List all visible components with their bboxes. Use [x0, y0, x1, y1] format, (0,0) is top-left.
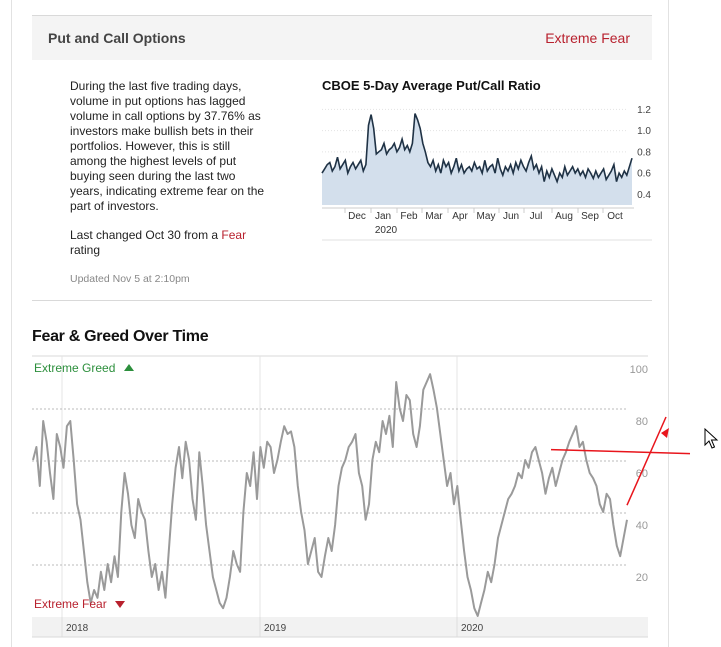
annotation-horizontal-line [550, 448, 691, 455]
y-tick-label: 0.6 [637, 169, 651, 180]
x-tick-label: 2020 [461, 623, 484, 634]
year-label: 2020 [375, 225, 398, 236]
y-tick-label: 1.2 [637, 105, 651, 116]
annotation-arrow-line [626, 416, 667, 506]
x-tick-label: Jun [503, 211, 519, 222]
x-tick-label: Jul [530, 211, 543, 222]
x-tick-label: 2018 [66, 623, 89, 634]
extreme-greed-label: Extreme Greed [34, 361, 115, 375]
x-tick-label: Apr [452, 211, 468, 222]
top-divider [32, 15, 652, 16]
fear-greed-title: Fear & Greed Over Time [32, 328, 209, 345]
previous-rating-link[interactable]: Fear [221, 228, 247, 242]
arrowhead-icon [661, 428, 669, 438]
extreme-fear-label: Extreme Fear [34, 597, 107, 611]
triangle-down-icon [115, 601, 125, 608]
last-changed-suffix: rating [70, 243, 101, 257]
y-tick-label: 100 [630, 364, 648, 376]
y-tick-label: 40 [636, 520, 648, 532]
last-changed-text: Last changed Oct 30 from a Fear rating [70, 228, 265, 258]
mouse-cursor-icon [704, 427, 719, 449]
section-divider [32, 300, 652, 301]
y-tick-label: 80 [636, 416, 648, 428]
x-tick-label: Feb [400, 211, 418, 222]
y-tick-label: 0.4 [637, 190, 651, 201]
x-tick-label: Aug [555, 211, 573, 222]
card-title: Put and Call Options [48, 30, 186, 46]
x-tick-label: Oct [607, 211, 623, 222]
status-badge: Extreme Fear [545, 30, 630, 46]
triangle-up-icon [124, 364, 134, 371]
x-tick-label: Jan [375, 211, 391, 222]
y-tick-label: 1.0 [637, 126, 651, 137]
y-tick-label: 20 [636, 572, 648, 584]
x-axis-band [32, 617, 648, 637]
series-line [321, 113, 633, 184]
x-tick-label: Mar [425, 211, 443, 222]
put-call-chart-title: CBOE 5-Day Average Put/Call Ratio [322, 78, 541, 93]
x-tick-label: Dec [348, 211, 366, 222]
series-area [322, 113, 632, 205]
frame-border-left [11, 0, 12, 647]
series-line [32, 373, 628, 617]
card-header[interactable]: Put and Call Options Extreme Fear [32, 16, 652, 60]
updated-timestamp: Updated Nov 5 at 2:10pm [70, 273, 190, 285]
last-changed-prefix: Last changed Oct 30 from a [70, 228, 222, 242]
x-tick-label: Sep [581, 211, 599, 222]
indicator-description: During the last five trading days, volum… [70, 79, 265, 213]
x-tick-label: May [477, 211, 496, 222]
x-tick-label: 2019 [264, 623, 287, 634]
frame-border-right [668, 0, 669, 647]
y-tick-label: 0.8 [637, 147, 651, 158]
